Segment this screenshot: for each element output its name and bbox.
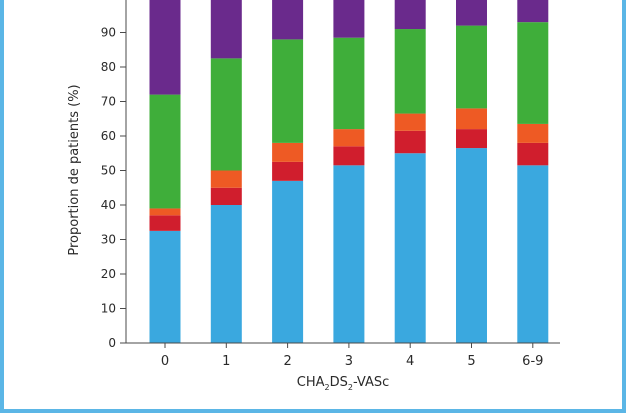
bar-segment-5-5 [456, 0, 487, 26]
bar-segment-4-2 [272, 39, 304, 143]
x-tick-label: 2 [283, 354, 291, 369]
y-tick-label: 80 [101, 60, 116, 74]
bar-segment-2-1 [210, 187, 242, 205]
bar-segment-2-5 [456, 129, 487, 149]
y-tick-label: 70 [101, 95, 116, 109]
x-axis-title-base: CHA [297, 375, 325, 390]
x-axis-title-sub1: 2 [325, 383, 330, 392]
bar-segment-1-6-9 [517, 165, 549, 343]
y-tick-label: 40 [101, 198, 116, 212]
y-tick-label: 90 [101, 26, 116, 40]
ticks-layer: 0 10 20 30 40 50 60 70 80 90 0 1 2 3 4 5 6-9 [101, 26, 544, 370]
bars-layer [149, 0, 549, 343]
bar-segment-4-4 [394, 29, 426, 114]
bar-segment-4-1 [210, 58, 242, 171]
x-tick-label: 5 [467, 354, 475, 369]
bar-segment-4-3 [333, 37, 365, 130]
bar-segment-4-5 [456, 25, 487, 109]
bar-segment-3-1 [210, 170, 242, 188]
x-axis-title-mid: DS [330, 375, 348, 390]
axis-layer [125, 0, 560, 344]
bar-segment-4-0 [149, 94, 181, 209]
y-tick-label: 10 [101, 302, 116, 316]
bar-segment-5-6-9 [517, 0, 549, 23]
bar-segment-3-3 [333, 129, 365, 147]
bar-segment-1-2 [272, 180, 304, 343]
bar-segment-2-2 [272, 161, 304, 181]
bar-segment-2-4 [394, 130, 426, 154]
bar-segment-2-3 [333, 146, 365, 166]
stacked-bar-chart: 0 10 20 30 40 50 60 70 80 90 0 1 2 3 4 5 6-9 Proportion … [67, 0, 560, 392]
bar-segment-5-2 [272, 0, 304, 40]
bar-segment-5-4 [394, 0, 426, 30]
bar-segment-1-0 [149, 230, 181, 343]
y-axis-title: Proportion de patients (%) [67, 84, 82, 255]
bar-segment-1-4 [394, 153, 426, 343]
bar-segment-3-6-9 [517, 123, 549, 143]
x-axis-title: CHA2DS2-VASc [297, 375, 390, 392]
bar-segment-5-1 [210, 0, 242, 59]
bar-segment-2-0 [149, 215, 181, 231]
bar-segment-2-6-9 [517, 142, 549, 166]
bar-segment-5-0 [149, 0, 181, 95]
x-tick-label: 3 [345, 354, 353, 369]
bar-segment-3-4 [394, 113, 426, 131]
x-tick-label: 0 [161, 354, 169, 369]
bar-segment-3-2 [272, 142, 304, 162]
bar-segment-1-1 [210, 205, 242, 343]
y-tick-label: 20 [101, 267, 116, 281]
x-axis-title-sub2: 2 [348, 383, 353, 392]
y-tick-label: 60 [101, 129, 116, 143]
bar-segment-3-0 [149, 208, 181, 216]
x-axis-title-tail: -VASc [353, 375, 389, 390]
bar-segment-4-6-9 [517, 22, 549, 124]
bar-segment-3-5 [456, 108, 487, 130]
x-tick-label: 6-9 [522, 354, 543, 369]
x-tick-label: 4 [406, 354, 414, 369]
y-tick-label: 50 [101, 164, 116, 178]
bar-segment-1-3 [333, 165, 365, 343]
y-tick-label: 0 [108, 336, 116, 350]
bar-segment-5-3 [333, 0, 365, 38]
x-tick-label: 1 [222, 354, 230, 369]
y-tick-label: 30 [101, 233, 116, 247]
bar-segment-1-5 [456, 148, 487, 343]
